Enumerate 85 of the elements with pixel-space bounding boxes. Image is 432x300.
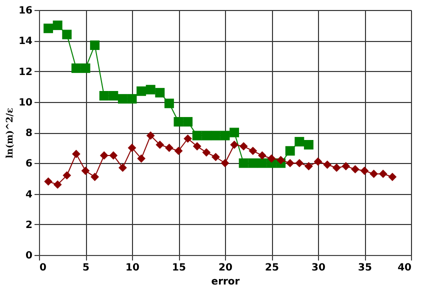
point [212, 152, 220, 162]
point [378, 170, 388, 178]
point [370, 170, 378, 178]
point [156, 140, 164, 149]
point [332, 164, 341, 172]
point [81, 166, 90, 175]
point [276, 156, 285, 164]
point [248, 146, 258, 156]
x-tick-label: 20 [218, 262, 232, 274]
point [146, 84, 156, 94]
point [164, 98, 174, 108]
point [257, 158, 267, 168]
point [323, 160, 332, 169]
point [99, 91, 109, 100]
point [118, 164, 127, 172]
point [136, 86, 146, 96]
y-tick-label: 4 [26, 189, 33, 200]
x-tick-label: 5 [82, 262, 90, 274]
point [388, 172, 397, 182]
point [304, 140, 314, 150]
y-tick-label: 12 [18, 66, 33, 78]
point [342, 162, 350, 170]
point [137, 154, 146, 163]
point [360, 166, 369, 175]
y-tick-label: 10 [18, 97, 33, 108]
x-tick-label: 15 [172, 262, 186, 274]
point [286, 158, 294, 168]
point [109, 151, 118, 160]
point [53, 180, 62, 189]
point [184, 134, 192, 143]
point [192, 142, 202, 150]
y-tick-label: 6 [26, 158, 33, 170]
point [127, 94, 137, 104]
point [295, 158, 304, 168]
point [62, 171, 72, 180]
x-tick-label: 30 [312, 262, 326, 274]
point [230, 140, 238, 149]
y-tick-label: 0 [26, 250, 33, 262]
point [146, 131, 155, 140]
x-tick-label: 35 [358, 262, 372, 274]
point [165, 144, 174, 152]
point [220, 158, 230, 168]
point [192, 130, 202, 140]
y-tick-label: 14 [18, 36, 33, 48]
y-tick-label: 2 [26, 220, 33, 231]
point [52, 20, 62, 30]
point [210, 130, 220, 140]
point [258, 151, 266, 160]
point [155, 88, 165, 98]
point [174, 117, 184, 127]
point [248, 158, 258, 168]
x-tick-label: 25 [265, 262, 279, 274]
point [220, 130, 230, 140]
point [128, 144, 136, 152]
point [90, 172, 99, 182]
point [230, 128, 240, 138]
point [72, 150, 80, 158]
y-tick-label: 16 [18, 6, 33, 16]
point [202, 130, 212, 140]
point [80, 63, 90, 73]
point [174, 146, 183, 156]
point [71, 63, 81, 73]
point [100, 151, 108, 160]
point [62, 30, 72, 40]
x-tick-label: 40 [398, 262, 412, 274]
y-tick-label: 8 [26, 128, 33, 139]
y-axis-title: ln(m)^2/ε [6, 108, 16, 158]
point [183, 117, 193, 127]
point [285, 146, 295, 156]
point [351, 165, 360, 174]
point [267, 154, 276, 163]
point [294, 136, 304, 146]
point [314, 157, 322, 166]
x-tick-label: 0 [40, 262, 46, 274]
point [202, 148, 211, 157]
point [239, 142, 248, 150]
point [44, 24, 54, 34]
x-tick-label: 10 [126, 262, 140, 274]
point [44, 177, 52, 186]
point [108, 91, 118, 100]
x-axis-title: error [211, 276, 240, 288]
point [118, 94, 128, 104]
point [238, 158, 248, 168]
point [90, 40, 100, 50]
point [304, 162, 313, 170]
